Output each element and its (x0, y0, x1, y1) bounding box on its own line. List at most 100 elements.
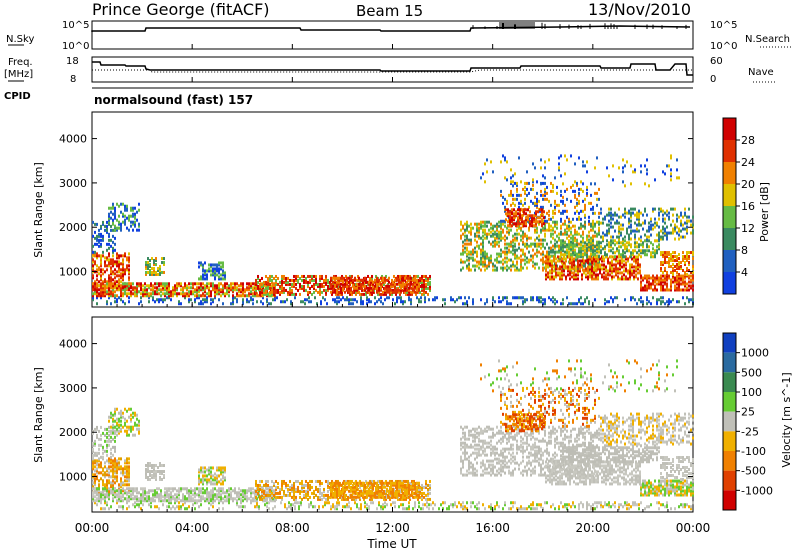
cell-1185 (163, 257, 165, 261)
cell-3682 (612, 235, 614, 239)
cell-3832 (664, 217, 666, 221)
cell-3536 (608, 249, 610, 253)
cell-2979 (511, 216, 513, 220)
cell-1241 (220, 273, 222, 277)
cell-1814 (352, 280, 354, 284)
cell-554 (102, 220, 104, 224)
cell-3406 (633, 259, 635, 263)
cell-252 (544, 302, 546, 306)
cell-374 (100, 284, 102, 288)
cell-119 (334, 298, 336, 302)
cell-3595 (634, 249, 636, 253)
cell-4018 (678, 274, 680, 278)
cell-608 (114, 206, 116, 210)
cell-2047 (470, 230, 472, 234)
cell-74 (242, 300, 244, 304)
cell-2382 (532, 256, 534, 260)
cell-3263 (595, 261, 597, 265)
cell-174 (402, 507, 404, 511)
cell-3226 (587, 267, 589, 271)
cell-2925 (580, 209, 582, 213)
cell-849 (160, 290, 162, 294)
cell-1919 (396, 278, 398, 282)
cell-4043 (688, 276, 690, 280)
cell-1534 (355, 284, 357, 288)
cell-4052 (692, 278, 694, 282)
cell-239 (530, 298, 532, 302)
cell-1952 (408, 282, 410, 286)
cell-1540 (357, 274, 359, 278)
cell-541 (124, 461, 126, 465)
cell-4178 (512, 174, 514, 178)
cell-3282 (601, 273, 603, 277)
cell-2045 (470, 238, 472, 242)
cell-2756 (510, 203, 512, 207)
cell-692 (100, 292, 102, 296)
cell-1228 (216, 273, 218, 277)
cell-3405 (633, 265, 635, 269)
cell-3141 (561, 259, 563, 263)
cell-1601 (381, 292, 383, 296)
cell-3181 (573, 267, 575, 271)
cell-958 (204, 290, 206, 294)
cell-990 (216, 286, 218, 290)
cell-841 (156, 288, 158, 292)
cell-1982 (418, 282, 420, 286)
cell-2909 (576, 217, 578, 221)
cell-2303 (516, 262, 518, 266)
cell-3622 (646, 245, 648, 249)
cell-4212 (582, 182, 584, 186)
cell-1052 (242, 288, 244, 292)
cell-2887 (562, 199, 564, 203)
cell-3521 (600, 251, 602, 255)
cell-97 (284, 300, 286, 304)
cell-341 (92, 268, 94, 272)
cell-1881 (382, 290, 384, 294)
cell-2838 (542, 197, 544, 201)
cell-347 (92, 252, 94, 256)
cell-875 (168, 284, 170, 288)
cell-1007 (224, 294, 226, 298)
cell-46 (196, 296, 198, 300)
cell-2027 (468, 268, 470, 272)
cell-3414 (635, 261, 637, 265)
cell-196 (452, 298, 454, 302)
cell-2439 (544, 238, 546, 242)
cell-765 (126, 292, 128, 296)
cell-3078 (545, 261, 547, 265)
cell-2542 (564, 228, 566, 232)
cell-1357 (289, 286, 291, 290)
cell-753 (120, 284, 122, 288)
cell-2263 (508, 242, 510, 246)
cell-351 (660, 503, 662, 507)
cell-930 (192, 284, 194, 288)
cell-264 (534, 507, 536, 511)
cell-1906 (392, 290, 394, 294)
cell-4049 (690, 274, 692, 278)
cell-3009 (521, 220, 523, 224)
cell-382 (92, 457, 94, 461)
cell-568 (108, 232, 110, 236)
cell-678 (94, 288, 96, 292)
cell-3561 (618, 245, 620, 249)
cell-910 (184, 286, 186, 290)
freq-series-line (92, 61, 693, 76)
cell-3807 (658, 231, 660, 235)
cell-2945 (590, 193, 592, 197)
cell-1908 (392, 282, 394, 286)
cell-3409 (635, 275, 637, 279)
cell-2493 (554, 244, 556, 248)
cell-234 (522, 300, 524, 304)
cell-3236 (589, 265, 591, 269)
cell-1877 (380, 286, 382, 290)
cell-577 (94, 453, 96, 457)
cell-3198 (577, 263, 579, 267)
cell-1828 (358, 278, 360, 282)
cell-2310 (516, 232, 518, 236)
cell-246 (510, 507, 512, 511)
cell-1766 (336, 284, 338, 288)
cell-3485 (584, 249, 586, 253)
cell-1413 (311, 284, 313, 288)
cell-2354 (524, 234, 526, 238)
cell-341 (638, 507, 640, 511)
